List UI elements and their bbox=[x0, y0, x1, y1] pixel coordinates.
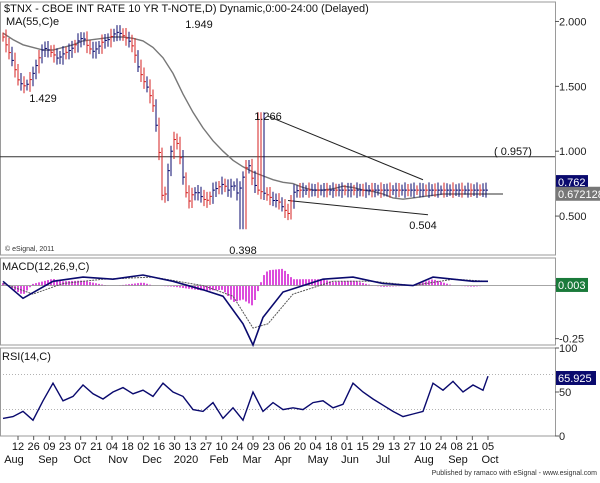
x-day-label: 04 bbox=[310, 441, 322, 453]
x-month-label: Jul bbox=[376, 454, 390, 466]
x-day-label: 23 bbox=[263, 441, 275, 453]
x-day-label: 30 bbox=[169, 441, 181, 453]
x-month-label: Jun bbox=[341, 454, 359, 466]
x-month-label: Mar bbox=[243, 454, 262, 466]
x-day-label: 21 bbox=[90, 441, 102, 453]
watermark: © eSignal, 2011 bbox=[5, 245, 55, 253]
chart-title: $TNX - CBOE INT RATE 10 YR T-NOTE,D) Dyn… bbox=[4, 3, 369, 15]
x-day-label: 09 bbox=[43, 441, 55, 453]
x-month-label: May bbox=[308, 454, 329, 466]
x-day-label: 27 bbox=[404, 441, 416, 453]
x-month-label: Oct bbox=[73, 454, 90, 466]
y-tick-label: 0 bbox=[559, 431, 565, 443]
x-day-label: 09 bbox=[247, 441, 259, 453]
current-value-label: 0.762 bbox=[558, 177, 586, 189]
macd-signal-line bbox=[2, 276, 489, 329]
macd-value-tag bbox=[556, 277, 588, 292]
ma-label: MA(55,C)e bbox=[6, 16, 59, 28]
x-month-label: 2020 bbox=[174, 454, 198, 466]
rsi-title: RSI(14,C) bbox=[2, 351, 51, 363]
x-day-label: 15 bbox=[357, 441, 369, 453]
x-day-label: 18 bbox=[325, 441, 337, 453]
x-month-label: Oct bbox=[481, 454, 498, 466]
panel-frame-2 bbox=[0, 347, 556, 437]
y-tick-label: 100 bbox=[559, 343, 577, 355]
x-day-label: 27 bbox=[200, 441, 212, 453]
x-month-label: Sep bbox=[38, 454, 58, 466]
panel-frame-1 bbox=[0, 257, 556, 346]
x-day-label: 10 bbox=[419, 441, 431, 453]
price-annotation: 1.949 bbox=[185, 19, 213, 31]
x-day-label: 02 bbox=[137, 441, 149, 453]
y-tick-label: 50 bbox=[559, 387, 571, 399]
price-annotation: 0.504 bbox=[409, 220, 437, 232]
x-day-label: 24 bbox=[435, 441, 447, 453]
current-value-tag bbox=[556, 175, 588, 190]
x-day-label: 07 bbox=[75, 441, 87, 453]
x-month-label: Aug bbox=[4, 454, 24, 466]
y-tick-label: 2.000 bbox=[559, 16, 587, 28]
macd-title: MACD(12,26,9,C) bbox=[2, 261, 89, 273]
x-day-label: 04 bbox=[106, 441, 118, 453]
x-day-label: 12 bbox=[12, 441, 24, 453]
current-value-label: 0.672128 bbox=[558, 189, 600, 201]
y-tick-label: 1.000 bbox=[559, 146, 587, 158]
x-day-label: 29 bbox=[372, 441, 384, 453]
rsi-value-label: 65.925 bbox=[558, 373, 592, 385]
x-month-label: Dec bbox=[142, 454, 162, 466]
y-tick-label: 1.500 bbox=[559, 81, 587, 93]
x-day-label: 21 bbox=[466, 441, 478, 453]
trendline-upper bbox=[267, 115, 424, 181]
rsi-value-tag bbox=[556, 370, 596, 385]
current-value-tag bbox=[556, 186, 600, 201]
price-annotation: 1.429 bbox=[29, 93, 57, 105]
x-day-label: 23 bbox=[59, 441, 71, 453]
x-day-label: 01 bbox=[341, 441, 353, 453]
x-month-label: Sep bbox=[448, 454, 468, 466]
x-day-label: 05 bbox=[482, 441, 494, 453]
x-day-label: 13 bbox=[388, 441, 400, 453]
x-month-label: Apr bbox=[274, 454, 291, 466]
y-tick-label: -0.25 bbox=[559, 334, 584, 346]
macd-value-label: 0.003 bbox=[558, 280, 586, 292]
x-day-label: 06 bbox=[278, 441, 290, 453]
macd-line bbox=[2, 274, 488, 348]
y-tick-label: 0.500 bbox=[559, 211, 587, 223]
x-day-label: 26 bbox=[28, 441, 40, 453]
x-day-label: 20 bbox=[294, 441, 306, 453]
x-day-label: 13 bbox=[184, 441, 196, 453]
x-day-label: 16 bbox=[153, 441, 165, 453]
x-month-label: Aug bbox=[414, 454, 434, 466]
x-day-label: 24 bbox=[231, 441, 243, 453]
x-month-label: Nov bbox=[108, 454, 128, 466]
footer-credit: Published by ramaco with eSignal - www.e… bbox=[432, 470, 598, 477]
x-month-label: Feb bbox=[210, 454, 229, 466]
x-day-label: 18 bbox=[122, 441, 134, 453]
price-annotation: ( 0.957) bbox=[494, 146, 532, 158]
x-day-label: 08 bbox=[451, 441, 463, 453]
price-annotation: 1.266 bbox=[254, 111, 282, 123]
price-annotation: 0.398 bbox=[229, 245, 257, 257]
trendline-lower bbox=[287, 200, 429, 216]
rsi-line bbox=[2, 375, 489, 422]
x-day-label: 10 bbox=[216, 441, 228, 453]
